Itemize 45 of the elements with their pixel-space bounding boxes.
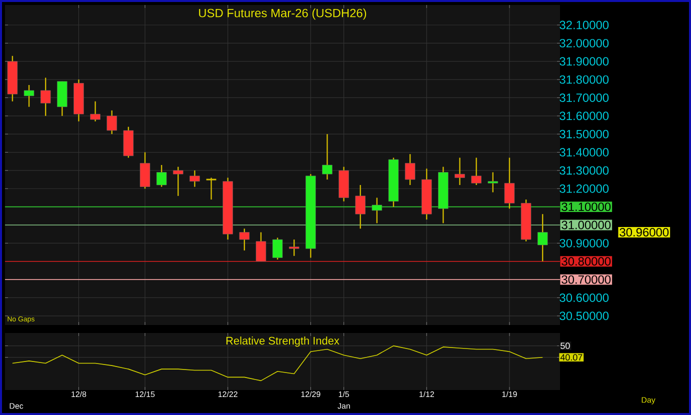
candlestick [24, 84, 34, 108]
candlestick [537, 213, 548, 262]
y-tick-label: 31.70000 [560, 93, 609, 102]
candlestick [90, 100, 100, 122]
ref-line-label: 31.10000 [562, 202, 611, 212]
y-tick-label: 31.50000 [560, 130, 609, 138]
ref-line-label: 30.80000 [562, 257, 611, 266]
y-tick-label: 31.20000 [560, 184, 609, 193]
candlestick [454, 157, 465, 186]
candlestick [288, 238, 300, 257]
candlestick [372, 197, 382, 224]
y-tick-label: 30.90000 [560, 238, 609, 248]
y-tick-label: 30.50000 [560, 312, 609, 320]
candlestick [173, 166, 184, 197]
y-tick-label: 31.90000 [560, 57, 609, 66]
text: 30.96000 [620, 228, 669, 236]
line-series [12, 345, 544, 382]
candlestick [322, 133, 332, 180]
y-tick-label: 50 [560, 342, 570, 349]
y-tick-label: 32.00000 [560, 38, 609, 48]
candlestick [140, 152, 150, 190]
ref-line-label: 30.70000 [562, 275, 611, 284]
candlestick [272, 237, 283, 260]
candlestick [488, 172, 498, 193]
candlestick [156, 164, 167, 188]
candlestick [106, 110, 117, 135]
candlestick [471, 157, 482, 186]
chart-title: USD Futures Mar-26 (USDH26) [199, 8, 366, 20]
y-tick-label: 31.30000 [560, 166, 609, 175]
candlestick [190, 170, 200, 188]
candlestick [355, 184, 366, 230]
y-tick-label: 40.07 [560, 354, 582, 361]
candlestick [206, 177, 217, 200]
ref-line-label: 31.00000 [562, 220, 611, 230]
y-tick-label: 32.10000 [560, 20, 609, 30]
y-tick-label: 31.60000 [560, 112, 609, 120]
candlestick [504, 157, 515, 210]
candlestick [256, 232, 266, 262]
candlestick [239, 228, 250, 252]
y-tick-label: 31.40000 [560, 148, 609, 156]
candlestick [404, 153, 416, 186]
y-tick-label: 30.60000 [560, 293, 609, 302]
chart-title: Relative Strength Index [226, 336, 340, 347]
candlestick [40, 77, 51, 117]
y-tick-label: 31.80000 [560, 75, 609, 84]
